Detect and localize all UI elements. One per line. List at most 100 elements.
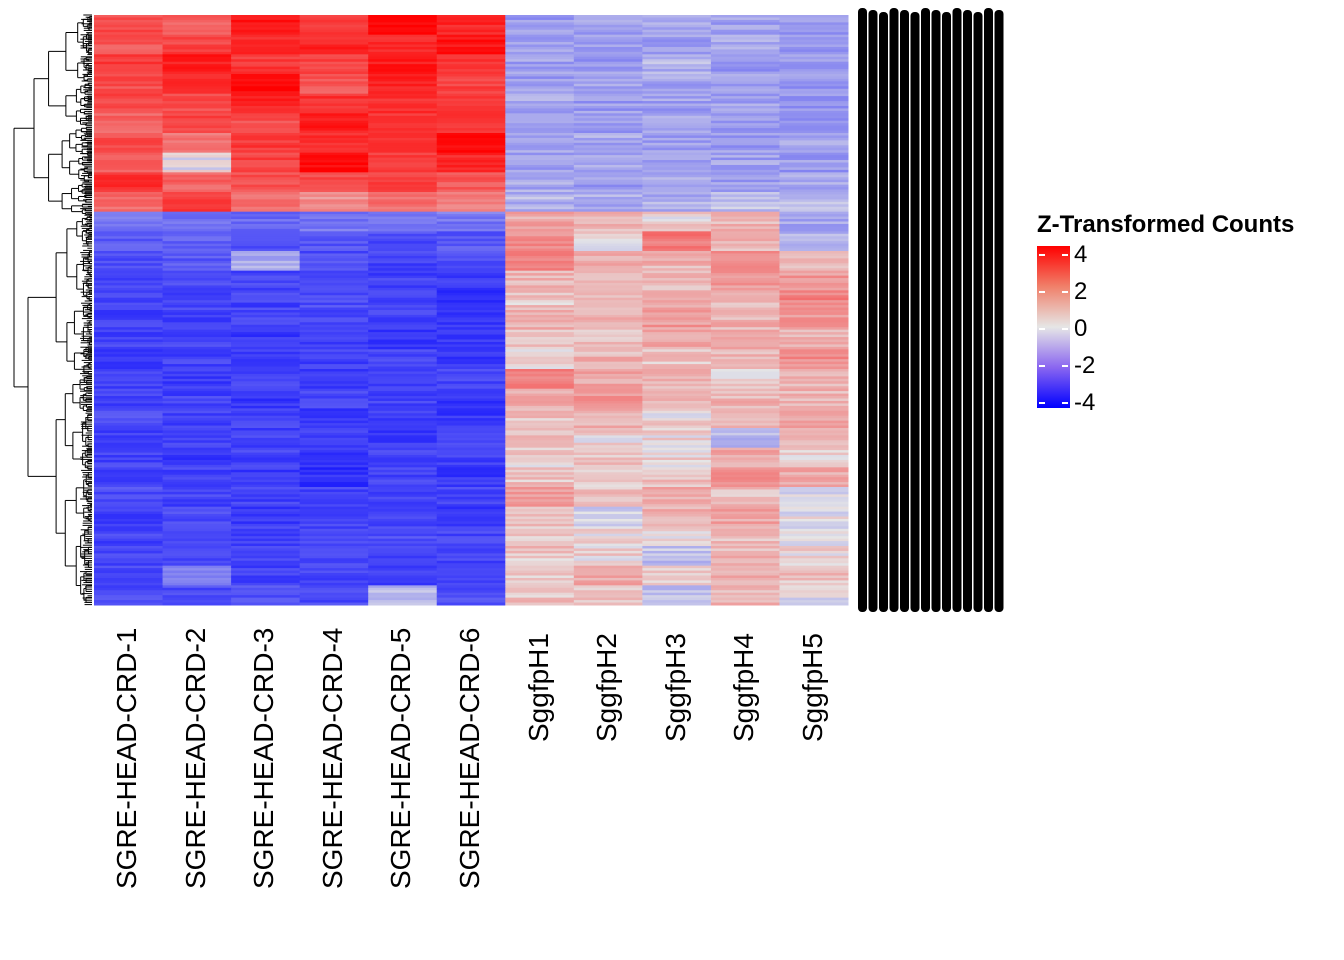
heatmap-cell — [779, 334, 849, 338]
heatmap-cell — [573, 233, 643, 237]
heatmap-cell — [94, 600, 164, 604]
heatmap-cell — [94, 260, 164, 264]
heatmap-cell — [162, 482, 232, 486]
heatmap-cell — [436, 133, 506, 136]
heatmap-cell — [162, 201, 232, 205]
heatmap-cell — [299, 590, 369, 594]
heatmap-cell — [642, 341, 712, 345]
heatmap-cell — [505, 241, 575, 245]
heatmap-cell — [368, 91, 438, 95]
heatmap-cell — [710, 474, 780, 478]
heatmap-cell — [94, 37, 164, 41]
heatmap-cell — [231, 359, 301, 363]
heatmap-cell — [94, 435, 164, 439]
heatmap-cell — [299, 555, 369, 559]
heatmap-cell — [94, 265, 164, 269]
heatmap-cell — [710, 560, 780, 564]
heatmap-cell — [573, 51, 643, 55]
heatmap-cell — [231, 595, 301, 599]
heatmap-cell — [710, 580, 780, 584]
heatmap-cell — [642, 351, 712, 355]
heatmap-cell — [779, 184, 849, 188]
heatmap-cell — [779, 46, 849, 50]
heatmap-cell — [231, 582, 301, 586]
heatmap-cell — [779, 405, 849, 409]
heatmap-cell — [368, 418, 438, 422]
heatmap-cell — [779, 192, 849, 195]
heatmap-cell — [94, 526, 164, 530]
heatmap-cell — [573, 110, 643, 114]
heatmap-cell — [436, 184, 506, 188]
heatmap-cell — [505, 341, 575, 345]
heatmap-cell — [162, 51, 232, 55]
heatmap-cell — [710, 346, 780, 350]
heatmap-cell — [162, 472, 232, 476]
heatmap-cell — [94, 474, 164, 478]
heatmap-cell — [436, 209, 506, 213]
heatmap-cell — [368, 592, 438, 596]
heatmap-cell — [94, 86, 164, 90]
heatmap-cell — [710, 440, 780, 444]
heatmap-cell — [162, 233, 232, 237]
heatmap-cell — [162, 339, 232, 343]
heatmap-cell — [642, 189, 712, 193]
heatmap-cell — [436, 543, 506, 547]
heatmap-cell — [368, 113, 438, 117]
heatmap-cell — [436, 29, 506, 33]
heatmap-cell — [642, 528, 712, 532]
heatmap-cell — [231, 491, 301, 495]
heatmap-cell — [162, 19, 232, 23]
heatmap-cell — [299, 432, 369, 436]
heatmap-cell — [94, 290, 164, 294]
heatmap-cell — [231, 592, 301, 596]
heatmap-cell — [505, 39, 575, 43]
heatmap-cell — [231, 393, 301, 397]
heatmap-cell — [436, 602, 506, 606]
heatmap-cell — [710, 54, 780, 58]
heatmap-cell — [710, 602, 780, 606]
heatmap-cell — [368, 482, 438, 486]
heatmap-cell — [505, 179, 575, 183]
heatmap-cell — [505, 69, 575, 73]
heatmap-cell — [710, 314, 780, 318]
heatmap-cell — [436, 231, 506, 235]
heatmap-cell — [231, 243, 301, 247]
heatmap-cell — [94, 354, 164, 358]
heatmap-cell — [505, 501, 575, 505]
heatmap-cell — [94, 189, 164, 193]
heatmap-cell — [573, 428, 643, 431]
heatmap-cell — [162, 592, 232, 596]
heatmap-cell — [710, 413, 780, 417]
heatmap-cell — [710, 182, 780, 186]
heatmap-cell — [436, 255, 506, 259]
heatmap-cell — [299, 37, 369, 41]
heatmap-cell — [573, 273, 643, 277]
heatmap-cell — [573, 398, 643, 402]
heatmap-cell — [231, 282, 301, 286]
heatmap-cell — [642, 37, 712, 41]
heatmap-cell — [299, 582, 369, 586]
heatmap-cell — [368, 268, 438, 272]
heatmap-cell — [368, 327, 438, 331]
heatmap-cell — [94, 219, 164, 222]
heatmap-cell — [94, 504, 164, 508]
heatmap-cell — [94, 133, 164, 136]
heatmap-cell — [642, 273, 712, 277]
heatmap-cell — [710, 536, 780, 540]
heatmap-cell — [299, 177, 369, 181]
heatmap-cell — [779, 54, 849, 58]
heatmap-cell — [368, 160, 438, 163]
heatmap-cell — [162, 359, 232, 363]
heatmap-cell — [505, 34, 575, 38]
heatmap-cell — [368, 39, 438, 43]
heatmap-cell — [642, 231, 712, 235]
heatmap-cell — [436, 282, 506, 286]
heatmap-cell — [573, 64, 643, 68]
heatmap-cell — [642, 317, 712, 321]
heatmap-cell — [94, 118, 164, 122]
heatmap-cell — [436, 489, 506, 493]
heatmap-cell — [436, 322, 506, 326]
heatmap-cell — [436, 344, 506, 348]
heatmap-cell — [231, 167, 301, 171]
heatmap-cell — [299, 354, 369, 358]
